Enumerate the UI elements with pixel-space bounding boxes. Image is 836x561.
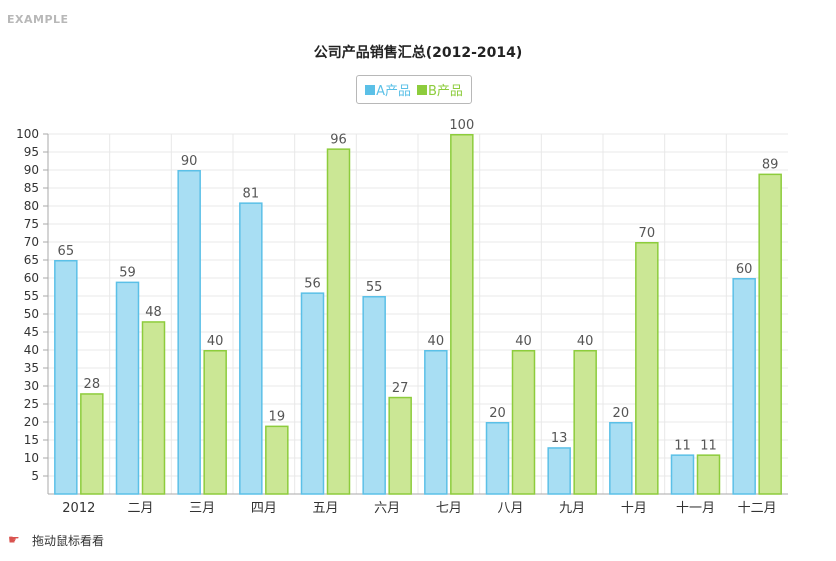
bar-series-a[interactable] <box>115 281 140 495</box>
data-label-series-b: 89 <box>762 158 779 173</box>
bar-series-a[interactable] <box>239 202 263 495</box>
x-tick-label: 八月 <box>497 501 523 516</box>
legend-swatch-a <box>365 84 376 95</box>
x-tick-label: 六月 <box>374 501 400 516</box>
data-label-series-b: 19 <box>269 410 286 425</box>
example-label: EXAMPLE <box>7 13 69 26</box>
bar-series-a[interactable] <box>424 350 448 495</box>
y-tick-label: 10 <box>24 451 39 465</box>
drag-hint-text: 拖动鼠标看看 <box>32 534 105 548</box>
y-tick-label: 45 <box>24 325 39 339</box>
y-tick-label: 60 <box>24 271 39 285</box>
bar-series-b[interactable] <box>80 393 104 495</box>
drag-hint: ☛ 拖动鼠标看看 <box>8 532 104 549</box>
y-tick-label: 50 <box>24 307 39 321</box>
y-tick-label: 65 <box>24 253 39 267</box>
bar-series-a[interactable] <box>362 296 386 495</box>
y-tick-label: 55 <box>24 289 39 303</box>
bar-series-a[interactable] <box>609 422 633 495</box>
data-label-series-a: 90 <box>181 154 198 169</box>
bar-series-b[interactable] <box>265 425 289 495</box>
chart-legend: A产品 B产品 <box>356 75 472 104</box>
data-label-series-a: 40 <box>428 334 445 349</box>
y-tick-label: 15 <box>24 433 39 447</box>
x-tick-label: 十月 <box>621 501 647 516</box>
bar-series-b[interactable] <box>758 173 782 495</box>
data-label-series-a: 59 <box>119 266 136 281</box>
y-tick-label: 5 <box>31 469 39 483</box>
y-tick-label: 95 <box>24 145 39 159</box>
bar-series-b[interactable] <box>635 242 659 495</box>
y-tick-label: 85 <box>24 181 39 195</box>
data-label-series-b: 100 <box>449 118 474 133</box>
legend-swatch-b <box>416 84 427 95</box>
y-tick-label: 80 <box>24 199 39 213</box>
bar-series-b[interactable] <box>141 321 166 495</box>
bar-series-b[interactable] <box>573 350 597 495</box>
bar-series-a[interactable] <box>177 170 201 495</box>
bar-series-a[interactable] <box>300 292 325 495</box>
y-tick-label: 40 <box>24 343 39 357</box>
x-tick-label: 七月 <box>436 501 462 516</box>
bar-series-b[interactable] <box>511 350 536 495</box>
legend-label-a: A产品 <box>376 84 411 99</box>
data-label-series-b: 11 <box>700 438 717 453</box>
data-label-series-a: 81 <box>243 186 260 201</box>
bar-series-b[interactable] <box>388 396 412 495</box>
x-tick-label: 五月 <box>312 501 338 516</box>
legend-item-a[interactable]: A产品 <box>365 80 411 99</box>
y-tick-label: 75 <box>24 217 39 231</box>
x-tick-label: 十二月 <box>738 501 777 516</box>
data-label-series-a: 13 <box>551 431 568 446</box>
data-label-series-a: 20 <box>613 406 630 421</box>
data-label-series-a: 55 <box>366 280 383 295</box>
data-label-series-a: 11 <box>674 438 691 453</box>
y-tick-label: 20 <box>24 415 39 429</box>
bar-series-b[interactable] <box>203 350 227 495</box>
data-label-series-a: 60 <box>736 262 753 277</box>
legend-item-b[interactable]: B产品 <box>416 80 463 99</box>
data-label-series-a: 65 <box>58 244 75 259</box>
bar-series-b[interactable] <box>450 134 474 495</box>
x-tick-label: 二月 <box>127 501 153 516</box>
legend-label-b: B产品 <box>427 84 463 99</box>
x-tick-label: 三月 <box>189 501 215 516</box>
pointing-hand-icon: ☛ <box>8 533 20 548</box>
data-label-series-b: 40 <box>577 334 594 349</box>
data-label-series-b: 40 <box>207 334 224 349</box>
bar-series-a[interactable] <box>670 454 695 495</box>
bar-series-b[interactable] <box>326 148 351 495</box>
chart-title: 公司产品销售汇总(2012-2014) <box>313 45 523 61</box>
x-tick-label: 2012 <box>62 501 95 516</box>
bar-series-a[interactable] <box>547 447 571 495</box>
bar-series-a[interactable] <box>485 422 510 495</box>
data-label-series-b: 40 <box>515 334 532 349</box>
data-label-series-b: 27 <box>392 381 409 396</box>
x-tick-label: 十一月 <box>676 501 715 516</box>
y-tick-label: 70 <box>24 235 39 249</box>
x-tick-label: 九月 <box>559 501 585 516</box>
data-label-series-a: 20 <box>489 406 506 421</box>
data-label-series-b: 28 <box>84 377 101 392</box>
y-tick-label: 90 <box>24 163 39 177</box>
bar-series-b[interactable] <box>696 454 721 495</box>
data-label-series-b: 96 <box>330 132 347 147</box>
bar-series-a[interactable] <box>732 278 756 495</box>
y-tick-label: 30 <box>24 379 39 393</box>
bar-series-a[interactable] <box>54 260 78 495</box>
data-label-series-b: 48 <box>145 305 162 320</box>
y-tick-label: 25 <box>24 397 39 411</box>
y-tick-label: 100 <box>16 127 39 141</box>
data-label-series-b: 70 <box>639 226 656 241</box>
x-tick-label: 四月 <box>251 501 277 516</box>
y-tick-label: 35 <box>24 361 39 375</box>
data-label-series-a: 56 <box>304 276 321 291</box>
